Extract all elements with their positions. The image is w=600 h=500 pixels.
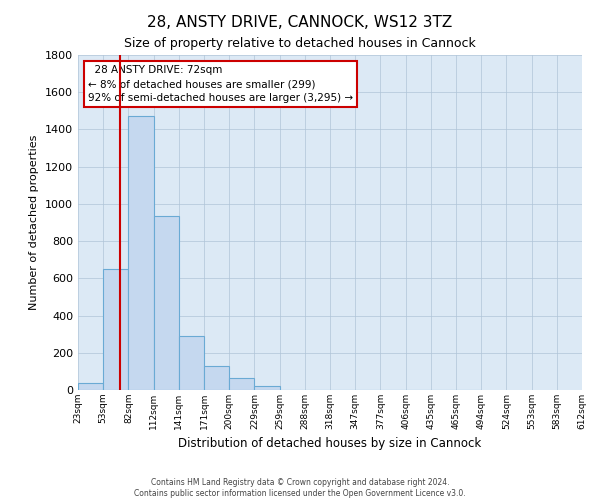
Text: Contains HM Land Registry data © Crown copyright and database right 2024.
Contai: Contains HM Land Registry data © Crown c… <box>134 478 466 498</box>
Bar <box>179 336 204 390</box>
Text: 28 ANSTY DRIVE: 72sqm  
← 8% of detached houses are smaller (299)
92% of semi-de: 28 ANSTY DRIVE: 72sqm ← 8% of detached h… <box>88 65 353 103</box>
Bar <box>128 116 154 390</box>
Bar <box>78 384 103 390</box>
Bar <box>204 366 229 390</box>
Bar <box>254 386 280 390</box>
Text: 28, ANSTY DRIVE, CANNOCK, WS12 3TZ: 28, ANSTY DRIVE, CANNOCK, WS12 3TZ <box>148 15 452 30</box>
Bar <box>229 378 254 390</box>
Text: Size of property relative to detached houses in Cannock: Size of property relative to detached ho… <box>124 38 476 51</box>
Y-axis label: Number of detached properties: Number of detached properties <box>29 135 40 310</box>
Bar <box>103 269 128 390</box>
X-axis label: Distribution of detached houses by size in Cannock: Distribution of detached houses by size … <box>178 438 482 450</box>
Bar <box>154 216 179 390</box>
